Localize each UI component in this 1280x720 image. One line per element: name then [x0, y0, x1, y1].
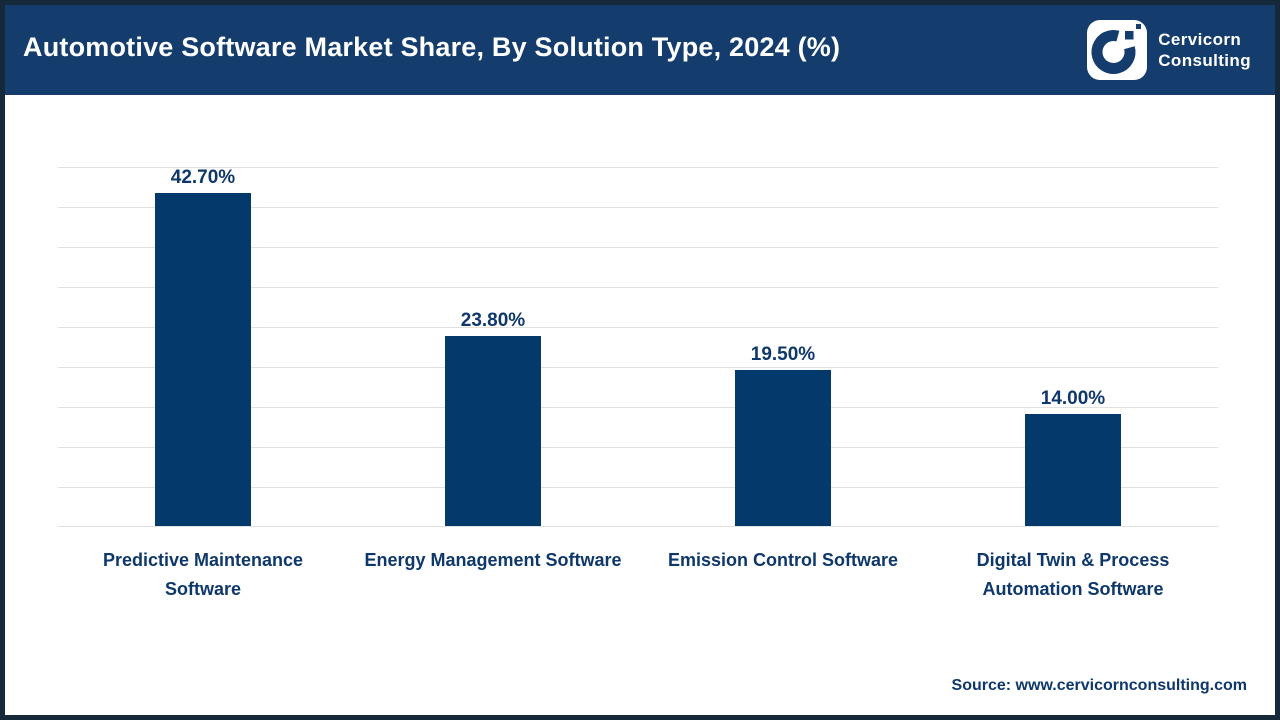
bar-value-label: 23.80% — [460, 310, 526, 331]
bar-value-label: 14.00% — [1040, 388, 1106, 409]
source-text: Source: www.cervicornconsulting.com — [951, 677, 1247, 694]
bar — [735, 370, 831, 526]
cervicorn-logo: Cervicorn Consulting — [1087, 20, 1257, 80]
x-axis-labels: Predictive Maintenance Software Energy Ma… — [58, 546, 1218, 604]
bar-slot: 14.00% — [928, 167, 1218, 526]
x-axis-tick-label: Emission Control Software — [667, 550, 899, 570]
x-axis-tick-label: Energy Management Software — [364, 550, 622, 570]
bar-slot: 23.80% — [348, 167, 638, 526]
bar — [1025, 414, 1121, 526]
x-axis-tick-label: Predictive Maintenance Software — [102, 550, 304, 599]
logo-word-2: Consulting — [1158, 51, 1251, 70]
bar-value-label: 42.70% — [170, 167, 236, 188]
bar — [155, 193, 251, 526]
x-axis-tick-label: Digital Twin & Process Automation Softwa… — [976, 550, 1170, 599]
bar-chart-plot-area: 42.70% 23.80% 19.50% 14.00% — [58, 167, 1218, 527]
logo-wordmark: Cervicorn Consulting — [1158, 29, 1251, 71]
bar — [445, 336, 541, 526]
chart-title: Automotive Software Market Share, By Sol… — [23, 31, 841, 62]
chart-area: 42.70% 23.80% 19.50% 14.00% Predictive Main… — [5, 95, 1275, 715]
bar-slot: 19.50% — [638, 167, 928, 526]
logo-word-1: Cervicorn — [1158, 30, 1242, 49]
header-bar: Automotive Software Market Share, By Sol… — [5, 5, 1275, 95]
bar-slot: 42.70% — [58, 167, 348, 526]
cervicorn-logo-icon — [1087, 20, 1148, 80]
bar-value-label: 19.50% — [750, 344, 816, 365]
